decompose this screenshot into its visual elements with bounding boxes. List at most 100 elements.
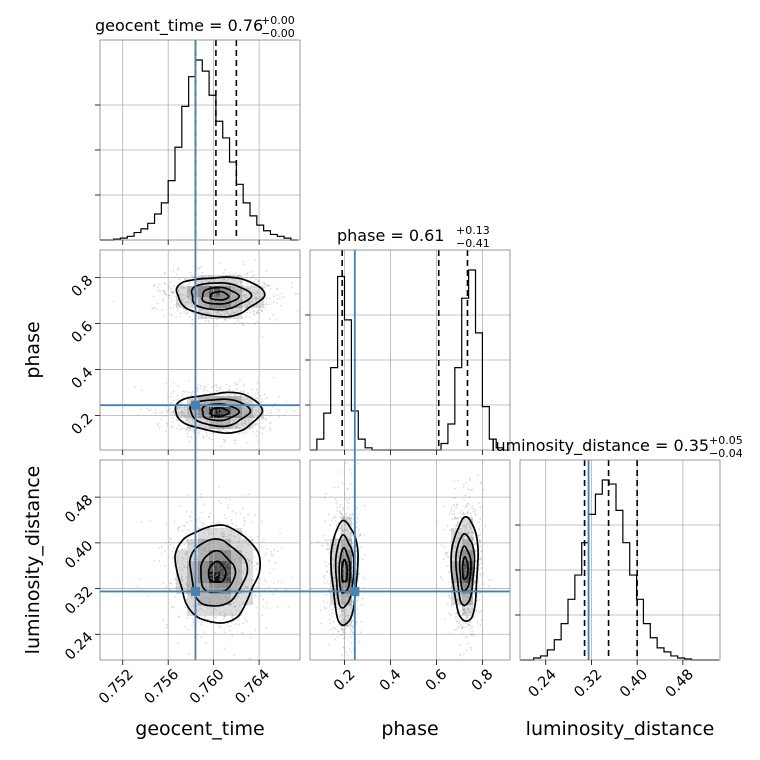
sample-dot — [186, 300, 189, 303]
sample-dot — [465, 595, 467, 598]
sample-dot — [229, 419, 232, 422]
sample-dot — [213, 572, 215, 575]
sample-dot — [261, 540, 263, 543]
sample-dot — [204, 410, 207, 413]
sample-dot — [263, 306, 266, 308]
sample-dot — [228, 421, 231, 423]
sample-dot — [225, 407, 228, 410]
sample-dot — [333, 559, 335, 561]
sample-dot — [280, 292, 283, 295]
sample-dot — [343, 601, 345, 604]
sample-dot — [165, 382, 168, 385]
sample-dot — [472, 530, 475, 533]
sample-dot — [461, 594, 464, 596]
sample-dot — [344, 587, 347, 589]
sample-dot — [228, 385, 231, 388]
sample-dot — [343, 593, 346, 595]
sample-dot — [225, 306, 228, 309]
sample-dot — [185, 312, 188, 315]
sample-dot — [203, 563, 206, 565]
sample-dot — [209, 512, 212, 515]
sample-dot — [176, 407, 178, 410]
sample-dot — [471, 537, 474, 540]
yticklabel-phase-0: 0.2 — [69, 411, 97, 439]
sample-dot — [467, 588, 469, 591]
contour-phase-luminosity_distance-mode0-level2 — [334, 533, 355, 609]
sample-dot — [205, 303, 207, 306]
density-cell — [209, 396, 220, 407]
sample-dot — [468, 564, 471, 567]
sample-dot — [344, 619, 347, 621]
sample-dot — [343, 570, 346, 572]
sample-dot — [203, 561, 205, 564]
sample-dot — [198, 559, 201, 562]
sample-dot — [456, 553, 459, 556]
sample-dot — [466, 642, 469, 645]
sample-dot — [209, 407, 212, 410]
sample-dot — [362, 576, 365, 579]
sample-dot — [227, 584, 230, 587]
sample-dot — [458, 584, 461, 587]
sample-dot — [188, 289, 191, 291]
sample-dot — [443, 546, 446, 549]
sample-dot — [197, 288, 200, 291]
sample-dot — [245, 402, 248, 405]
sample-dot — [218, 429, 220, 432]
sample-dot — [216, 551, 219, 554]
sample-dot — [204, 566, 207, 569]
sample-dot — [240, 307, 243, 309]
sample-dot — [179, 566, 181, 569]
sample-dot — [435, 521, 438, 523]
sample-dot — [364, 578, 367, 580]
sample-dot — [339, 515, 342, 518]
sample-dot — [202, 397, 205, 400]
xticklabel-geocent_time-1: 0.756 — [142, 667, 183, 708]
sample-dot — [326, 542, 329, 545]
sample-dot — [470, 611, 472, 614]
sample-dot — [231, 510, 234, 513]
sample-dot — [265, 309, 268, 311]
sample-dot — [334, 538, 337, 540]
sample-dot — [238, 274, 241, 277]
sample-dot — [256, 290, 259, 293]
sample-dot — [201, 549, 204, 552]
sample-dot — [343, 608, 346, 610]
contour-geocent_time-phase-mode1-level2 — [189, 398, 252, 428]
sample-dot — [236, 578, 239, 581]
sample-dot — [192, 430, 195, 433]
sample-dot — [357, 596, 360, 599]
sample-dot — [206, 407, 209, 410]
sample-dot — [218, 262, 221, 265]
sample-dot — [182, 390, 185, 393]
sample-dot — [341, 544, 344, 547]
sample-dot — [235, 296, 238, 298]
sample-dot — [452, 532, 455, 535]
sample-dot — [246, 272, 249, 274]
sample-dot — [169, 537, 172, 540]
sample-dot — [448, 594, 450, 596]
sample-dot — [448, 556, 450, 558]
sample-dot — [347, 564, 350, 566]
sample-dot — [168, 294, 171, 297]
sample-dot — [231, 295, 234, 298]
sample-dot — [197, 603, 199, 605]
sample-dot — [149, 408, 152, 411]
sample-dot — [243, 418, 246, 420]
sample-dot — [199, 409, 202, 412]
sample-dot — [209, 574, 212, 576]
sample-dot — [221, 285, 224, 287]
sample-dot — [265, 602, 268, 605]
sample-dot — [237, 300, 240, 302]
sample-dot — [467, 558, 470, 561]
sample-dot — [464, 526, 467, 529]
sample-dot — [451, 513, 454, 515]
sample-dot — [187, 529, 190, 531]
sample-dot — [236, 581, 238, 584]
density-cell — [220, 396, 231, 407]
sample-dot — [468, 589, 471, 591]
sample-dot — [206, 294, 209, 296]
sample-dot — [359, 533, 361, 536]
sample-dot — [244, 307, 247, 310]
sample-dot — [246, 397, 249, 400]
density-cell — [209, 308, 220, 319]
